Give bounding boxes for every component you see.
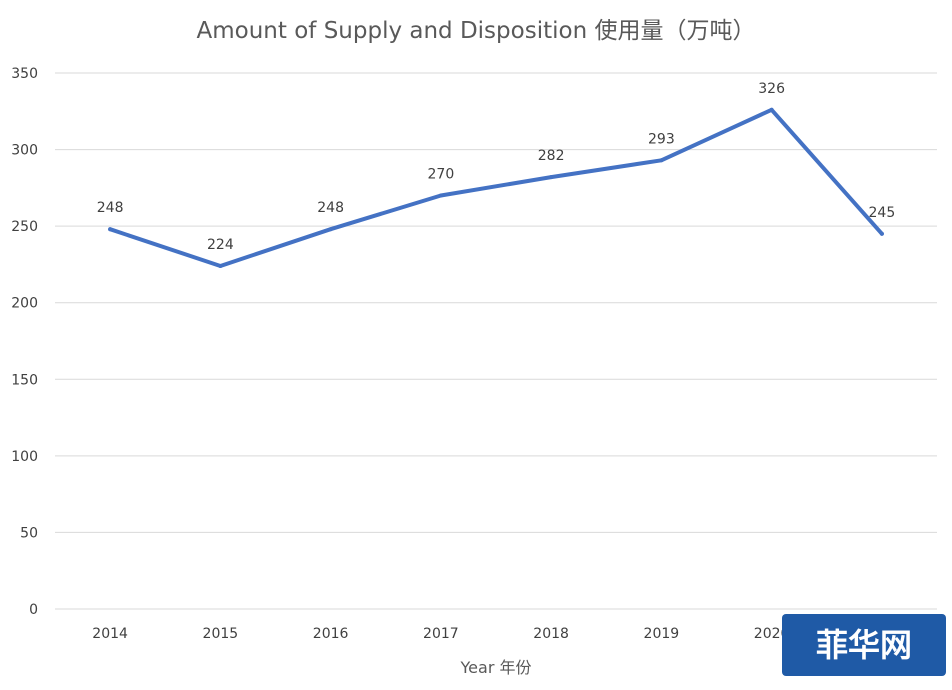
grid-lines xyxy=(55,72,937,610)
watermark-logo: 菲华网 xyxy=(782,614,946,676)
data-label: 224 xyxy=(207,237,234,253)
series-group xyxy=(108,107,884,268)
x-axis-title: Year 年份 xyxy=(460,658,532,677)
y-tick-label: 200 xyxy=(11,296,38,312)
data-point xyxy=(659,158,664,163)
data-point xyxy=(108,227,113,232)
data-label: 282 xyxy=(538,148,565,164)
x-axis-ticks: 20142015201620172018201920202021 xyxy=(92,626,899,642)
watermark-background xyxy=(782,614,946,676)
series-line-0 xyxy=(108,107,884,268)
data-point xyxy=(769,107,774,112)
data-label: 270 xyxy=(428,167,455,183)
data-point xyxy=(438,193,443,198)
watermark-text: 菲华网 xyxy=(816,626,912,664)
y-tick-label: 300 xyxy=(11,143,38,159)
x-tick-label: 2015 xyxy=(203,626,239,642)
chart-title: Amount of Supply and Disposition 使用量（万吨） xyxy=(197,18,756,44)
x-tick-label: 2016 xyxy=(313,626,349,642)
y-tick-label: 150 xyxy=(11,372,38,388)
data-label: 248 xyxy=(97,200,124,216)
data-label: 293 xyxy=(648,131,675,147)
x-tick-label: 2019 xyxy=(644,626,680,642)
data-label: 326 xyxy=(758,81,785,97)
data-labels: 248 224 248 270 282 293 326 245 xyxy=(97,81,895,253)
y-axis-ticks: 0 50 100 150 200 250 300 350 xyxy=(11,66,38,618)
x-tick-label: 2018 xyxy=(533,626,569,642)
y-tick-label: 350 xyxy=(11,66,38,82)
y-tick-label: 100 xyxy=(11,449,38,465)
data-point xyxy=(879,231,884,236)
x-tick-label: 2014 xyxy=(92,626,128,642)
data-point xyxy=(549,175,554,180)
y-tick-label: 0 xyxy=(29,602,38,618)
data-label: 245 xyxy=(869,205,896,221)
data-point xyxy=(328,227,333,232)
y-tick-label: 250 xyxy=(11,219,38,235)
x-tick-label: 2017 xyxy=(423,626,459,642)
data-point xyxy=(218,263,223,268)
y-tick-label: 50 xyxy=(20,525,38,541)
x-tick-label: 2020 xyxy=(754,626,790,642)
data-label: 248 xyxy=(317,200,344,216)
